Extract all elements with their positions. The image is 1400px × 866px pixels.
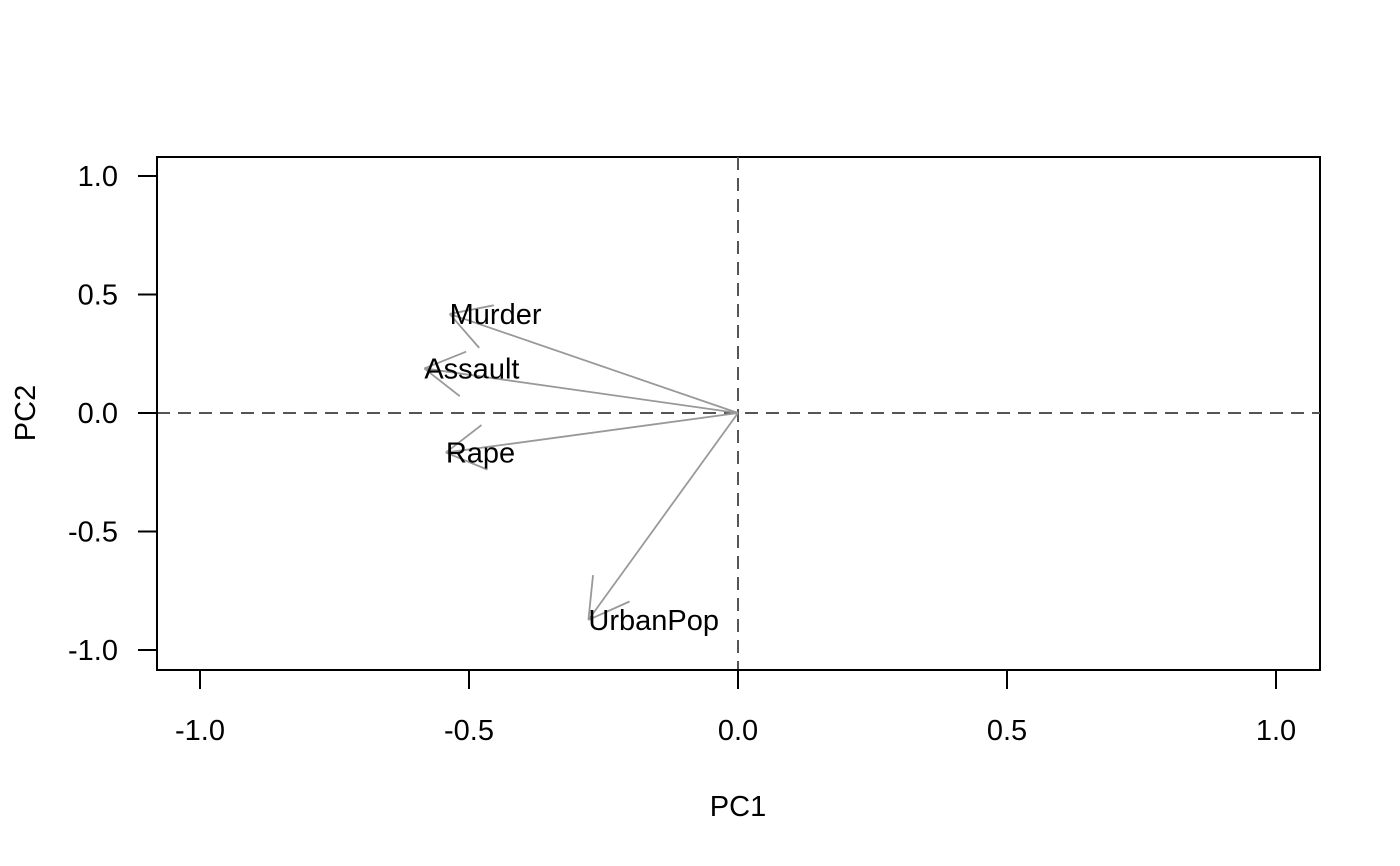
vector-arrowhead [424, 350, 467, 370]
y-tick-label: -1.0 [68, 635, 118, 667]
vector-arrowhead [588, 600, 630, 621]
loading-vectors: Murder Assault Rape UrbanPop [423, 299, 739, 637]
y-tick-label: 0.5 [78, 280, 118, 312]
vector-shaft [445, 412, 739, 454]
vector-label: Murder [450, 299, 542, 331]
x-tick-label: 0.0 [718, 715, 758, 747]
x-tick-label: 0.5 [987, 715, 1027, 747]
y-tick-label: 1.0 [78, 161, 118, 193]
vector-arrowhead [448, 313, 480, 349]
x-axis-title: PC1 [710, 791, 766, 823]
x-tick-label: -0.5 [444, 715, 494, 747]
x-tick-label: 1.0 [1256, 715, 1296, 747]
vector-murder: Murder [448, 299, 739, 414]
vector-label: Rape [446, 438, 515, 470]
x-tick-label: -1.0 [175, 715, 225, 747]
vector-arrowhead [423, 367, 461, 397]
x-axis: -1.0 -0.5 0.0 0.5 1.0 [175, 669, 1296, 747]
vector-shaft [587, 412, 739, 621]
vector-arrowhead [445, 424, 483, 454]
vector-assault: Assault [423, 350, 739, 414]
vector-shaft [449, 313, 739, 414]
vector-label: Assault [424, 353, 519, 385]
vector-urbanpop: UrbanPop [587, 412, 739, 637]
y-tick-label: -0.5 [68, 517, 118, 549]
y-tick-label: 0.0 [78, 398, 118, 430]
vector-rape: Rape [445, 412, 739, 471]
vector-arrowhead [445, 451, 488, 471]
vector-arrowhead [449, 304, 494, 315]
y-axis-title: PC2 [10, 385, 42, 441]
vector-shaft [424, 367, 739, 414]
vector-arrowhead [587, 575, 594, 620]
y-axis: -1.0 -0.5 0.0 0.5 1.0 [68, 161, 158, 667]
vector-label: UrbanPop [588, 605, 719, 637]
